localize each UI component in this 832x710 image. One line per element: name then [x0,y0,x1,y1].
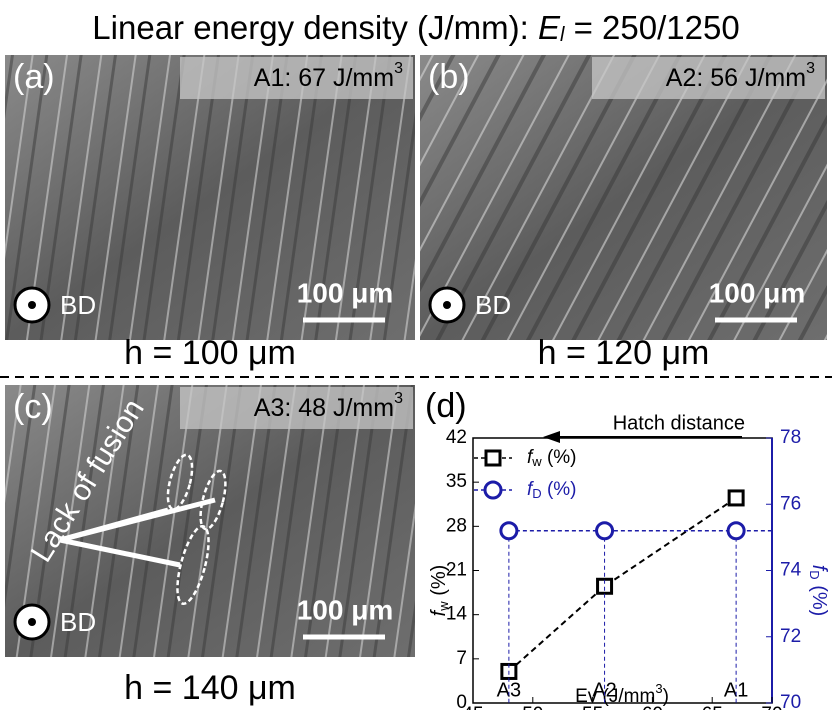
y2-axis-label: fD (%) [807,565,830,617]
point [501,523,517,539]
sample-tag: A3: 48 J/mm3 [254,390,403,421]
arrow-head [543,431,560,443]
scale-label: 100 μm [297,277,394,308]
text-part: (%) [542,447,577,468]
text-part: 3 [655,681,662,696]
point [597,523,613,539]
y-tick-label: 0 [456,692,467,710]
x-axis-label: Ev (J/mm3) [575,681,669,707]
point [728,523,744,539]
scale-label: 100 μm [709,277,806,308]
figure: Linear energy density (J/mm): El = 250/1… [0,0,832,710]
panel-label: (d) [425,387,467,425]
text-part: ) [663,686,669,707]
bd-dot [443,301,451,309]
figure-title: Linear energy density (J/mm): El = 250/1… [92,9,739,47]
series-line [509,498,736,672]
y2-tick-label: 72 [780,626,801,647]
y2-tick-label: 76 [780,493,801,514]
bd-dot [28,618,36,626]
y-axis-label: fw (%) [428,565,451,617]
y2-tick-label: 70 [780,692,801,710]
sample-tag: A1: 67 J/mm3 [254,60,403,91]
legend-marker [485,482,501,498]
text-part: D [532,486,541,501]
y2-tick-label: 74 [780,560,802,581]
y-tick-label: 35 [446,471,467,492]
bd-label: BD [475,290,511,320]
legend-label: fw (%) [527,447,577,469]
text-part: w [436,601,451,612]
panel-label: (a) [13,58,55,96]
text-part: A2: 56 J/mm [666,64,806,92]
text-part: (%) [428,565,450,602]
point-label: A2 [592,679,616,701]
point-label: A1 [724,679,748,701]
text-part: D [807,570,822,579]
sample-tag: A2: 56 J/mm3 [666,60,815,91]
point [729,491,743,505]
text-part: A1: 67 J/mm [254,64,394,92]
text-part: 3 [394,60,403,77]
text-part: (%) [542,479,577,500]
y-tick-label: 7 [456,648,467,669]
panel-label: (c) [13,388,53,426]
x-tick-label: 50 [522,704,543,710]
legend-marker [486,451,500,465]
bd-label: BD [60,290,96,320]
bd-dot [28,301,36,309]
panel-label: (b) [428,58,470,96]
text-part: 3 [394,390,403,407]
annotation: Hatch distance [613,412,745,434]
text-part: w [531,454,542,469]
y2-tick-label: 78 [780,427,801,448]
text-part: 3 [806,60,815,77]
x-tick-label: 65 [702,704,723,710]
point-label: A3 [497,679,521,701]
scale-label: 100 μm [297,594,394,625]
bd-label: BD [60,607,96,637]
y-tick-label: 28 [446,515,467,536]
panel-caption: h = 120 μm [538,334,710,372]
text-part: A3: 48 J/mm [254,394,394,422]
panel-caption: h = 140 μm [124,669,296,707]
legend-label: fD (%) [527,479,577,501]
text-part: (%) [808,580,830,617]
y-tick-label: 42 [446,427,467,448]
panel-caption: h = 100 μm [124,334,296,372]
